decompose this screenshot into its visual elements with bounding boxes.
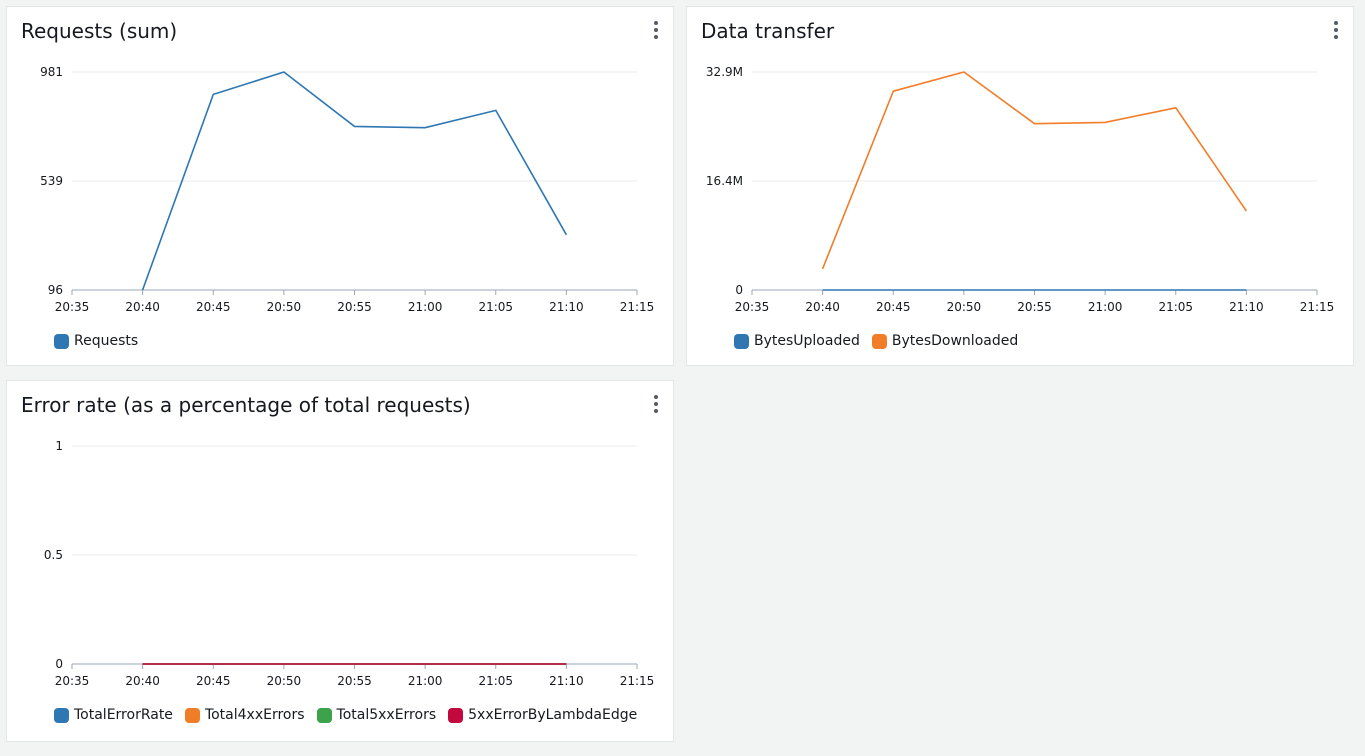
x-tick-label: 21:00: [1088, 300, 1123, 314]
y-tick-label: 32.9M: [706, 65, 743, 79]
x-tick-label: 20:50: [267, 300, 302, 314]
y-tick-label: 1: [55, 439, 63, 453]
y-tick-label: 981: [40, 65, 63, 79]
y-tick-label: 0: [55, 657, 63, 671]
legend-item[interactable]: 5xxErrorByLambdaEdge: [448, 707, 637, 723]
legend-swatch: [54, 333, 69, 349]
x-tick-label: 20:55: [1017, 300, 1052, 314]
y-tick-label: 0: [735, 283, 743, 297]
more-vertical-icon[interactable]: [650, 19, 662, 43]
chart-legend: BytesUploaded BytesDownloaded: [734, 333, 1018, 349]
y-tick-label: 0.5: [44, 548, 63, 562]
legend-swatch: [316, 707, 332, 723]
x-tick-label: 21:10: [549, 300, 584, 314]
x-tick-label: 20:45: [196, 674, 231, 688]
legend-label: 5xxErrorByLambdaEdge: [468, 707, 638, 723]
widget-requests: Requests (sum) 96 539 981 20:35 20:40 20:45 20…: [6, 6, 674, 366]
x-tick-label: 20:45: [196, 300, 231, 314]
legend-label: Total4xxErrors: [204, 707, 305, 723]
x-tick-label: 21:15: [620, 674, 655, 688]
series-line-bytesdownloaded: [821, 71, 1248, 270]
widget-data-transfer: Data transfer 0 16.4M 32.9M 20:35 20:40 20:45…: [686, 6, 1354, 366]
x-tick-label: 21:10: [1229, 300, 1264, 314]
y-tick-label: 539: [40, 174, 63, 188]
x-tick-label: 20:40: [125, 300, 160, 314]
x-tick-label: 21:10: [549, 674, 584, 688]
legend-label: BytesDownloaded: [891, 333, 1019, 349]
data-transfer-chart: 0 16.4M 32.9M 20:35 20:40 20:45 20:50 20:55 21:0…: [706, 65, 1335, 314]
x-tick-label: 21:05: [478, 674, 513, 688]
legend-item[interactable]: BytesUploaded: [734, 333, 860, 349]
widget-title: Requests (sum): [21, 19, 178, 43]
y-tick-label: 16.4M: [706, 174, 743, 188]
legend-label: Requests: [74, 333, 139, 349]
x-tick-label: 21:15: [1300, 300, 1335, 314]
widget-error-rate: Error rate (as a percentage of total req…: [6, 380, 674, 742]
y-tick-label: 96: [48, 283, 63, 297]
x-tick-label: 20:40: [125, 674, 160, 688]
legend-item[interactable]: Total4xxErrors: [184, 707, 305, 723]
more-vertical-icon[interactable]: [650, 393, 662, 417]
x-tick-label: 21:00: [408, 300, 443, 314]
legend-item[interactable]: BytesDownloaded: [871, 333, 1019, 349]
legend-swatch: [54, 707, 69, 723]
x-tick-label: 20:35: [55, 300, 90, 314]
legend-item[interactable]: Total5xxErrors: [316, 707, 437, 723]
legend-item[interactable]: Requests: [54, 333, 138, 349]
x-tick-label: 20:55: [337, 674, 372, 688]
chart-legend: Requests: [54, 333, 138, 349]
legend-swatch: [734, 333, 749, 349]
x-tick-label: 20:45: [876, 300, 911, 314]
x-tick-label: 20:50: [947, 300, 982, 314]
legend-swatch: [871, 333, 887, 349]
series-line-requests: [141, 71, 568, 291]
legend-label: Total5xxErrors: [336, 707, 437, 723]
x-tick-label: 21:15: [620, 300, 655, 314]
x-tick-label: 20:55: [337, 300, 372, 314]
x-tick-label: 20:35: [55, 674, 90, 688]
x-tick-label: 21:05: [478, 300, 513, 314]
legend-swatch: [184, 707, 200, 723]
chart-legend: TotalErrorRate Total4xxErrors Total5xxErro…: [54, 707, 637, 723]
legend-swatch: [448, 707, 464, 723]
x-tick-label: 21:00: [408, 674, 443, 688]
x-tick-label: 20:50: [267, 674, 302, 688]
widget-title: Data transfer: [701, 19, 835, 43]
legend-label: TotalErrorRate: [74, 707, 173, 723]
more-vertical-icon[interactable]: [1330, 19, 1342, 43]
requests-chart: 96 539 981 20:35 20:40 20:45 20:50 20:55 21:00 21…: [40, 65, 655, 314]
legend-label: BytesUploaded: [754, 333, 860, 349]
x-tick-label: 21:05: [1158, 300, 1193, 314]
legend-item[interactable]: TotalErrorRate: [54, 707, 173, 723]
x-tick-label: 20:35: [735, 300, 770, 314]
widget-title: Error rate (as a percentage of total req…: [21, 393, 471, 417]
error-rate-chart: 0 0.5 1 20:35 20:40 20:45 20:50 20:55 21:00 21:05…: [44, 439, 655, 688]
x-tick-label: 20:40: [805, 300, 840, 314]
